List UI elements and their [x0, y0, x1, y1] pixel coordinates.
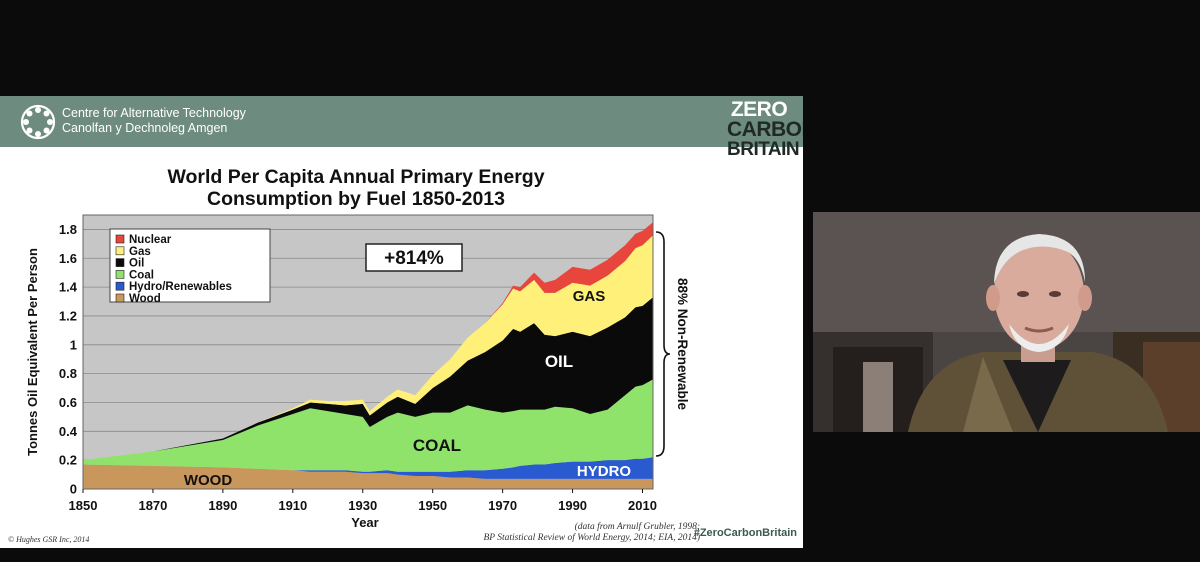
legend-swatch — [115, 246, 125, 256]
y-tick-label: 0.8 — [59, 366, 77, 381]
oil-area-label: OIL — [545, 352, 573, 371]
x-tick-label: 1950 — [418, 498, 447, 513]
chart-title-line-2: Consumption by Fuel 1850-2013 — [207, 188, 505, 210]
legend-label: Hydro/Renewables — [129, 281, 232, 293]
x-tick-label: 1870 — [138, 498, 167, 513]
organisation-name-welsh: Canolfan y Dechnoleg Amgen — [62, 121, 228, 135]
organisation-name: Centre for Alternative Technology Canolf… — [62, 106, 246, 136]
plot-border — [82, 214, 654, 490]
legend-swatch — [115, 281, 125, 291]
gas-area-label: GAS — [573, 288, 606, 305]
legend-label: Gas — [129, 246, 151, 258]
y-tick-label: 0.6 — [59, 395, 77, 410]
speaker-video-tile[interactable] — [813, 212, 1200, 432]
x-tick-label: 1990 — [558, 498, 587, 513]
hydro-area-label: HYDRO — [577, 463, 632, 480]
y-axis-label: Tonnes Oil Equivalent Per Person — [25, 248, 40, 456]
area-wood — [83, 464, 653, 489]
non-renewable-annotation: 88% Non-Renewable — [675, 278, 690, 411]
growth-annotation-box — [365, 243, 463, 272]
zero-carbon-britain-logo: ZERO CARBON BRITAIN — [727, 98, 803, 166]
cat-logo-icon — [20, 104, 56, 140]
speaker-video-feed — [813, 212, 1200, 432]
presentation-slide: Centre for Alternative Technology Canolf… — [0, 96, 803, 548]
y-tick-label: 1.6 — [59, 251, 77, 266]
stacked-areas — [82, 214, 654, 490]
y-tick-label: 1.2 — [59, 308, 77, 323]
legend-label: Wood — [129, 293, 161, 305]
brand-line-2: CARBON — [727, 118, 803, 141]
area-hydro-renewables — [83, 457, 653, 479]
area-coal — [83, 379, 653, 472]
x-tick-label: 2010 — [628, 498, 657, 513]
x-tick-label: 1890 — [208, 498, 237, 513]
legend-swatch — [115, 234, 125, 244]
brand-line-1: ZERO — [730, 98, 788, 121]
y-tick-label: 0.2 — [59, 453, 77, 468]
data-source-line-2: BP Statistical Review of World Energy, 2… — [483, 533, 700, 543]
x-axis-ticks: 1850 1870 1890 1910 1930 1950 1970 1990 2010 — [69, 489, 657, 513]
x-tick-label: 1850 — [69, 498, 98, 513]
area-oil — [83, 297, 653, 461]
x-axis-label: Year — [351, 515, 378, 530]
y-tick-label: 0.4 — [59, 424, 78, 439]
y-tick-label: 1.4 — [59, 280, 78, 295]
coal-area-label: COAL — [413, 436, 461, 455]
legend-swatch — [115, 270, 125, 279]
y-axis-ticks: 0 0.2 0.4 0.6 0.8 1 1.2 1.4 1.6 1.8 — [59, 222, 78, 497]
x-tick-label: 1930 — [348, 498, 377, 513]
data-source-line-1: (data from Arnulf Grubler, 1998; — [574, 522, 700, 532]
wood-area-label: WOOD — [184, 472, 232, 489]
y-tick-label: 1 — [70, 337, 77, 352]
legend-label: Nuclear — [129, 234, 172, 246]
organisation-name-english: Centre for Alternative Technology — [62, 106, 246, 120]
legend-label: Oil — [129, 258, 144, 270]
y-tick-label: 0 — [70, 482, 77, 497]
x-tick-label: 1910 — [278, 498, 307, 513]
legend-swatch — [115, 293, 125, 303]
growth-annotation: +814% — [384, 248, 444, 269]
brand-line-3: BRITAIN — [727, 139, 800, 160]
legend-swatch — [115, 258, 125, 267]
y-tick-label: 1.8 — [59, 222, 77, 237]
copyright-notice: © Hughes GSR Inc, 2014 — [8, 535, 90, 544]
x-tick-label: 1970 — [488, 498, 517, 513]
legend-label: Coal — [129, 269, 154, 281]
slide-header-banner: Centre for Alternative Technology Canolf… — [0, 96, 803, 147]
chart-title-line-1: World Per Capita Annual Primary Energy — [167, 166, 545, 188]
data-source-note: (data from Arnulf Grubler, 1998; BP Stat… — [400, 522, 700, 544]
non-renewable-bracket — [655, 231, 671, 457]
energy-chart: 00.20.40.60.811.21.41.61.8 1850 1870 1890 1… — [25, 214, 690, 530]
hashtag: #ZeroCarbonBritain — [693, 527, 797, 539]
